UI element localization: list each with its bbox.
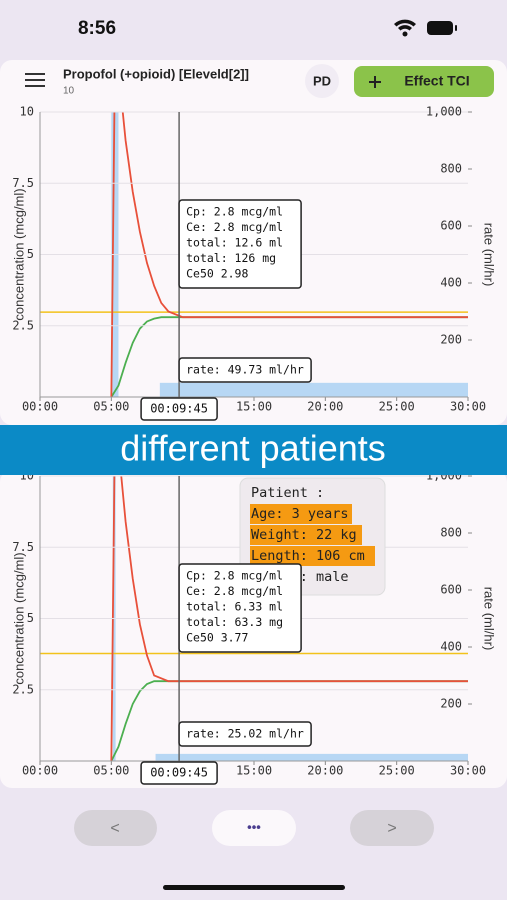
tooltip-line: total: 6.33 ml: [186, 600, 283, 614]
x-tick-label: 15:00: [236, 400, 272, 414]
tooltip-line: total: 126 mg: [186, 251, 276, 265]
status-time: 8:56: [78, 18, 116, 39]
tooltip-line: total: 63.3 mg: [186, 615, 283, 629]
tooltip-line: Cp: 2.8 mcg/ml: [186, 569, 283, 583]
ce-line: [110, 316, 468, 397]
tooltip-line: Ce: 2.8 mcg/ml: [186, 584, 283, 598]
effect-tci-button[interactable]: [354, 66, 494, 97]
cursor-label: 00:09:45: [150, 766, 208, 780]
x-tick-label: 20:00: [307, 764, 343, 778]
rate-bar: [155, 753, 468, 761]
y-axis-label: concentration (mcg/ml): [11, 188, 26, 320]
drug-title: Propofol (+opioid) [Eleveld[2]]: [63, 66, 249, 81]
y2-tick-label: 800: [440, 162, 462, 176]
x-tick-label: 05:00: [93, 400, 129, 414]
cp-line: [110, 476, 468, 761]
y-tick-label: 5: [27, 247, 34, 261]
more-label: •••: [247, 819, 261, 834]
patient-line: Weight: 22 kg: [251, 527, 357, 543]
drug-subtitle: 10: [63, 86, 75, 97]
pd-label: PD: [313, 73, 331, 88]
patient-highlight: [250, 546, 375, 566]
charts: 2.5 5 7.5 10 200 400 600 800 1,000 00:00 05:00 15:0…: [11, 105, 497, 785]
tooltip-line: Ce50 3.77: [186, 631, 248, 645]
next-button[interactable]: [350, 810, 434, 846]
y-tick-label: 2.5: [12, 682, 34, 696]
y-tick-label: 5: [27, 611, 34, 625]
banner-text: different patients: [120, 428, 386, 469]
plus-icon: [369, 76, 381, 88]
wifi-icon: [394, 19, 416, 37]
y-tick-label: 7.5: [12, 540, 34, 554]
banner: [0, 425, 507, 475]
y2-axis-label: rate (ml/hr): [482, 587, 497, 651]
x-tick-label: 15:00: [236, 764, 272, 778]
cursor-label-box: [140, 761, 218, 785]
y2-tick-label: 200: [440, 697, 462, 711]
prev-button[interactable]: [74, 810, 157, 846]
chart: 2.5 5 7.5 10 200 400 600 800 1,000 00:00 05:00 15:0…: [11, 105, 497, 421]
x-tick-label: 00:00: [22, 400, 58, 414]
patient-highlight: [250, 525, 362, 545]
prev-label: <: [110, 820, 119, 837]
battery-icon: [427, 21, 457, 35]
x-tick-label: 05:00: [93, 764, 129, 778]
y2-tick-label: 800: [440, 526, 462, 540]
ce-line: [110, 680, 468, 761]
home-indicator: [163, 885, 345, 890]
y2-tick-label: 200: [440, 333, 462, 347]
effect-tci-label: Effect TCI: [404, 73, 469, 89]
tooltip-line: Cp: 2.8 mcg/ml: [186, 205, 283, 219]
pd-button[interactable]: [305, 64, 339, 98]
y2-tick-label: 400: [440, 640, 462, 654]
x-tick-label: 25:00: [379, 400, 415, 414]
next-label: >: [387, 820, 396, 837]
tooltip-box: [178, 199, 302, 289]
patient-line: Length: 106 cm: [251, 548, 365, 564]
rate-bar: [159, 382, 468, 397]
more-button[interactable]: [212, 810, 296, 846]
rate-label-box: [178, 721, 312, 747]
x-tick-label: 30:00: [450, 400, 486, 414]
x-tick-label: 00:00: [22, 764, 58, 778]
y2-axis-label: rate (ml/hr): [482, 223, 497, 287]
y2-tick-label: 1,000: [426, 105, 462, 119]
y2-tick-label: 400: [440, 276, 462, 290]
y-axis-label: concentration (mcg/ml): [11, 552, 26, 684]
patient-line: Patient :: [251, 485, 324, 501]
rate-label: rate: 49.73 ml/hr: [186, 363, 304, 377]
cursor-label: 00:09:45: [150, 402, 208, 416]
y-tick-label: 10: [20, 105, 34, 119]
tooltip-box: [178, 563, 302, 653]
cp-line: [110, 112, 468, 397]
tooltip-line: Ce50 2.98: [186, 267, 248, 281]
tooltip-line: Ce: 2.8 mcg/ml: [186, 220, 283, 234]
x-tick-label: 20:00: [307, 400, 343, 414]
cursor-label-box: [140, 397, 218, 421]
x-tick-label: 25:00: [379, 764, 415, 778]
rate-label-box: [178, 357, 312, 383]
rate-label: rate: 25.02 ml/hr: [186, 727, 304, 741]
y2-tick-label: 600: [440, 219, 462, 233]
tooltip-line: total: 12.6 ml: [186, 236, 283, 250]
patient-line: Age: 3 years: [251, 506, 349, 522]
menu-button[interactable]: [25, 73, 45, 87]
patient-highlight: [250, 504, 352, 524]
y-tick-label: 7.5: [12, 176, 34, 190]
x-tick-label: 30:00: [450, 764, 486, 778]
y2-tick-label: 600: [440, 583, 462, 597]
y-tick-label: 2.5: [12, 318, 34, 332]
